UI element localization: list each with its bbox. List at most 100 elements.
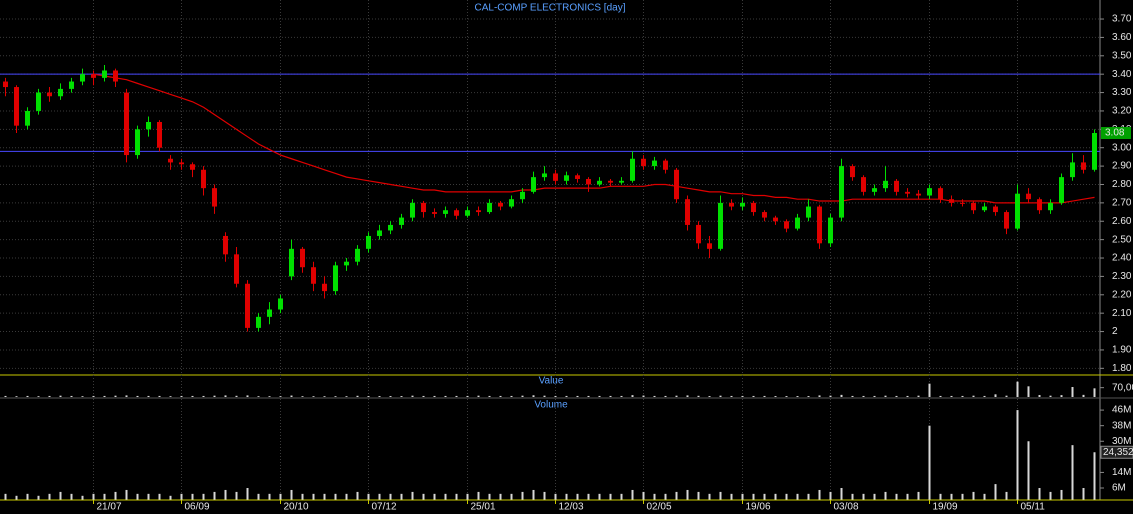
- volume-bar: [1016, 410, 1019, 500]
- y-tick-label: 2: [1112, 326, 1118, 337]
- value-bar: [312, 396, 315, 397]
- volume-bar: [1082, 488, 1085, 500]
- candle-body: [949, 199, 954, 203]
- volume-bar: [972, 491, 975, 500]
- candle-body: [652, 160, 657, 167]
- candle-body: [135, 129, 140, 156]
- candle-body: [399, 217, 404, 225]
- candle-body: [795, 217, 800, 229]
- volume-bar: [4, 493, 7, 500]
- candle-body: [113, 70, 118, 82]
- value-bar: [972, 395, 975, 397]
- value-bar: [818, 395, 821, 397]
- value-bar: [752, 395, 755, 397]
- candle-body: [608, 180, 613, 183]
- volume-bar: [576, 493, 579, 500]
- candle-body: [1004, 212, 1009, 229]
- candle-body: [542, 173, 547, 178]
- candle-body: [388, 224, 393, 231]
- value-bar: [807, 396, 810, 397]
- value-bar: [851, 395, 854, 397]
- value-bar: [576, 395, 579, 397]
- volume-bar: [884, 491, 887, 500]
- value-bar: [125, 395, 128, 397]
- value-bar: [532, 395, 535, 397]
- value-bar: [928, 383, 931, 397]
- volume-bar: [708, 493, 711, 500]
- volume-bar: [147, 493, 150, 500]
- value-bar: [895, 395, 898, 397]
- candle-body: [366, 235, 371, 249]
- volume-bar: [279, 493, 282, 500]
- candle-body: [47, 92, 52, 97]
- candle-body: [1092, 133, 1097, 170]
- volume-bar: [532, 489, 535, 500]
- y-tick-label: 14M: [1112, 467, 1131, 478]
- candle-body: [718, 202, 723, 249]
- volume-bar: [70, 493, 73, 500]
- value-bar: [323, 396, 326, 397]
- y-tick-label: 1.80: [1112, 363, 1132, 374]
- candle-body: [322, 283, 327, 292]
- panel-label: Volume: [534, 400, 568, 411]
- candle-body: [905, 191, 910, 194]
- value-bar: [279, 396, 282, 397]
- x-tick-label: 19/06: [746, 502, 771, 513]
- value-bar: [884, 395, 887, 397]
- volume-bar: [477, 491, 480, 500]
- value-bar: [136, 395, 139, 397]
- value-bar: [1049, 395, 1052, 397]
- value-bar: [4, 395, 7, 397]
- volume-bar: [367, 493, 370, 500]
- volume-bar: [818, 489, 821, 500]
- volume-bar: [466, 493, 469, 500]
- candle-body: [872, 188, 877, 192]
- value-bar: [345, 396, 348, 397]
- candle-body: [256, 316, 261, 328]
- volume-bar: [543, 491, 546, 500]
- candle-body: [355, 248, 360, 262]
- candle-body: [762, 212, 767, 218]
- value-bar: [1071, 387, 1074, 397]
- volume-bar: [983, 493, 986, 500]
- value-bar: [983, 395, 986, 397]
- volume-bar: [103, 493, 106, 500]
- y-tick-label: 2.30: [1112, 271, 1132, 282]
- volume-bar: [158, 493, 161, 500]
- value-bar: [1038, 395, 1041, 397]
- volume-bar: [598, 493, 601, 500]
- y-tick-label: 30M: [1112, 436, 1131, 447]
- candle-body: [1015, 193, 1020, 229]
- candle-body: [1059, 177, 1064, 203]
- x-tick-label: 21/07: [97, 502, 122, 513]
- value-bar: [26, 395, 29, 397]
- volume-bar: [653, 493, 656, 500]
- value-bar: [840, 394, 843, 397]
- volume-bar: [290, 489, 293, 500]
- candle-body: [377, 230, 382, 236]
- volume-bar: [994, 484, 997, 500]
- candle-body: [663, 160, 668, 170]
- value-bar: [378, 396, 381, 397]
- candle-body: [839, 166, 844, 218]
- volume-bar: [114, 491, 117, 500]
- volume-bar: [829, 491, 832, 500]
- volume-bar: [565, 493, 568, 500]
- candle-body: [993, 206, 998, 213]
- value-bar: [466, 395, 469, 397]
- moving-average-line: [93, 73, 1095, 204]
- value-bar: [191, 395, 194, 397]
- volume-bar: [169, 495, 172, 500]
- chart-title: CAL-COMP ELECTRONICS [day]: [475, 3, 626, 14]
- volume-bar: [521, 491, 524, 500]
- value-bar: [785, 396, 788, 397]
- value-bar: [103, 395, 106, 397]
- value-bar: [202, 395, 205, 397]
- value-bar: [708, 396, 711, 397]
- candle-body: [685, 199, 690, 225]
- y-tick-label: 3.20: [1112, 106, 1132, 117]
- volume-bar: [191, 493, 194, 500]
- volume-bar: [510, 493, 513, 500]
